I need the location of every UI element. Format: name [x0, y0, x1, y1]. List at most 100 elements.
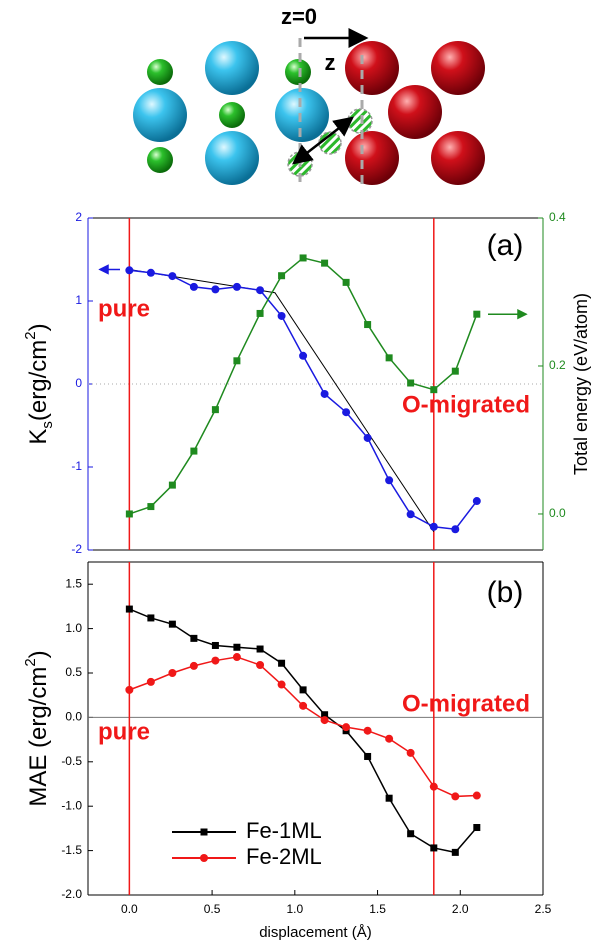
y-axis-label-part: ) — [25, 650, 52, 658]
data-point — [168, 620, 176, 628]
annotation: (a) — [487, 229, 524, 262]
data-point — [299, 351, 308, 360]
y-tick-label: -2.0 — [61, 887, 82, 901]
data-point — [211, 406, 219, 414]
data-point — [342, 278, 350, 286]
data-point — [125, 266, 134, 275]
y-tick-label: 0.5 — [65, 665, 82, 679]
data-point — [190, 447, 198, 455]
y2-tick-label: 0.0 — [549, 506, 566, 520]
y2-axis-label: Total energy (eV/atom) — [571, 293, 591, 475]
data-point — [125, 510, 133, 518]
data-point — [473, 310, 481, 318]
x-tick-label: 0.5 — [204, 902, 221, 916]
data-point — [451, 848, 459, 856]
data-point — [385, 794, 393, 802]
y-axis-label: MAE (erg/cm2) — [22, 650, 52, 806]
data-point — [277, 680, 286, 689]
data-point — [321, 259, 329, 267]
data-point — [277, 311, 286, 320]
annotation: O-migrated — [402, 690, 530, 717]
series-line — [129, 656, 477, 798]
data-point — [430, 844, 438, 852]
data-point — [430, 386, 438, 394]
data-point — [189, 661, 198, 670]
data-point — [190, 634, 198, 642]
data-point — [299, 701, 308, 710]
annotation: O-migrated — [402, 391, 530, 418]
y-tick-label: 1.0 — [65, 621, 82, 635]
y-tick-label: -2 — [71, 542, 82, 556]
data-point — [406, 748, 415, 757]
data-point — [146, 268, 155, 277]
data-point — [168, 272, 177, 281]
axis-arrow — [488, 308, 528, 320]
schematic: z=0 z — [133, 4, 485, 188]
data-point — [406, 510, 415, 519]
data-point — [278, 272, 286, 280]
data-point — [407, 830, 415, 838]
y-tick-label: 1 — [75, 293, 82, 307]
data-point — [233, 643, 241, 651]
y-tick-label: -1.0 — [61, 798, 82, 812]
y-tick-label: -1.5 — [61, 843, 82, 857]
y-tick-label: 0.0 — [65, 710, 82, 724]
data-point — [256, 286, 265, 295]
origin-label: z=0 — [281, 4, 317, 29]
data-point — [429, 782, 438, 791]
data-point — [211, 656, 220, 665]
annotation: (b) — [487, 576, 524, 609]
data-point — [278, 659, 286, 667]
data-point — [200, 828, 208, 836]
data-point — [232, 653, 241, 662]
data-point — [321, 711, 329, 719]
data-point — [385, 476, 394, 485]
y-axis-label-part: ) — [25, 323, 52, 331]
series-line — [129, 257, 478, 515]
data-point — [407, 379, 415, 387]
data-point — [189, 282, 198, 291]
data-point — [168, 481, 176, 489]
data-point — [211, 641, 219, 649]
data-point — [147, 503, 155, 511]
x-tick-label: 1.5 — [369, 902, 386, 916]
data-point — [125, 605, 133, 613]
x-tick-label: 0.0 — [121, 902, 138, 916]
data-point — [200, 854, 208, 862]
axis-arrow — [98, 264, 120, 275]
data-point — [233, 357, 241, 365]
annotation: pure — [98, 295, 150, 322]
legend-label: Fe-2ML — [246, 844, 322, 869]
data-point — [125, 685, 134, 694]
y-axis-label-part: 2 — [22, 658, 39, 666]
axis-label: z — [325, 50, 336, 75]
data-point — [364, 752, 372, 760]
data-point — [168, 669, 177, 677]
data-point — [232, 282, 241, 291]
y2-tick-label: 0.4 — [549, 210, 566, 224]
data-point — [472, 791, 481, 800]
series-line — [129, 608, 478, 854]
x-tick-label: 1.0 — [286, 902, 303, 916]
data-point — [211, 285, 220, 294]
y-tick-label: 2 — [75, 210, 82, 224]
y-tick-label: 1.5 — [65, 576, 82, 590]
data-point — [385, 734, 394, 743]
data-point — [256, 645, 264, 653]
data-point — [299, 254, 307, 262]
x-tick-label: 2.0 — [452, 902, 469, 916]
y-tick-label: 0 — [75, 376, 82, 390]
data-point — [299, 686, 307, 694]
x-axis-label: displacement (Å) — [259, 924, 372, 941]
y-axis-label-part: MAE (erg/cm — [25, 667, 52, 807]
y-axis-label-part: s — [39, 421, 56, 429]
y-tick-label: -1 — [71, 459, 82, 473]
data-point — [256, 661, 265, 670]
y2-tick-label: 0.2 — [549, 358, 566, 372]
data-point — [320, 389, 329, 398]
data-point — [451, 367, 459, 375]
guide-line — [129, 268, 435, 533]
data-point — [320, 716, 329, 725]
